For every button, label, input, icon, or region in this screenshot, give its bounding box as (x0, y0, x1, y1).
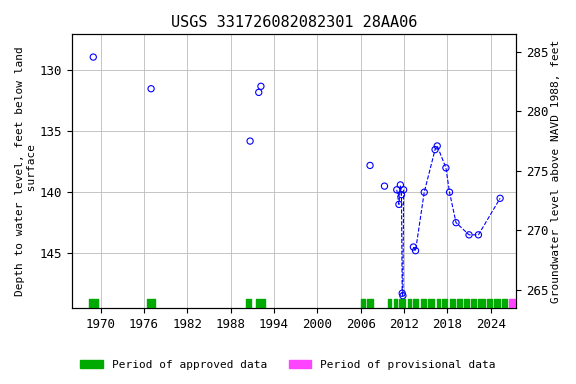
Y-axis label: Groundwater level above NAVD 1988, feet: Groundwater level above NAVD 1988, feet (551, 39, 561, 303)
Point (399, 187, 408, 193)
Point (464, 232, 473, 238)
Point (441, 165, 450, 171)
Point (420, 189, 429, 195)
Point (392, 187, 401, 193)
Point (89, 54, 98, 60)
Point (409, 244, 418, 250)
Point (365, 162, 374, 169)
Point (256, 83, 266, 89)
Point (399, 293, 408, 299)
Y-axis label: Depth to water level, feet below land
 surface: Depth to water level, feet below land su… (15, 46, 37, 296)
Point (411, 248, 420, 254)
Legend: Period of approved data, Period of provisional data: Period of approved data, Period of provi… (76, 356, 500, 375)
Point (396, 182, 405, 188)
Point (452, 220, 461, 226)
Point (433, 143, 442, 149)
Point (474, 232, 483, 238)
Point (495, 195, 505, 201)
Point (254, 89, 263, 96)
Point (380, 183, 389, 189)
Point (445, 189, 454, 195)
Point (245, 138, 255, 144)
Title: USGS 331726082082301 28AA06: USGS 331726082082301 28AA06 (170, 15, 417, 30)
Point (395, 201, 404, 207)
Point (146, 86, 156, 92)
Point (430, 147, 439, 153)
Point (397, 290, 407, 296)
Point (397, 192, 406, 198)
